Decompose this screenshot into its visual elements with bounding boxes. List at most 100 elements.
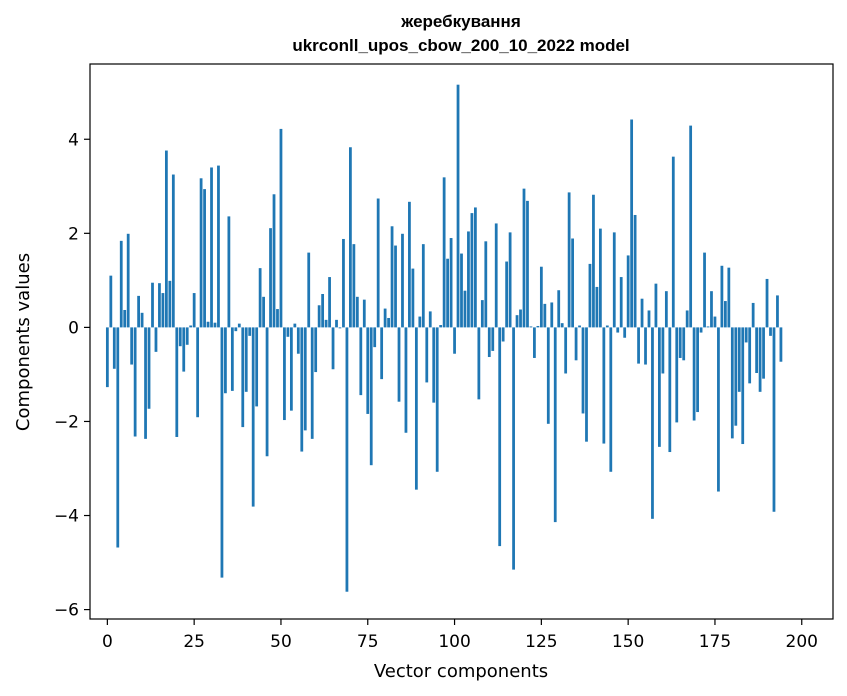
bars-group xyxy=(105,84,783,592)
bar-91 xyxy=(421,244,425,328)
bar-184 xyxy=(744,327,748,343)
bar-177 xyxy=(720,265,724,328)
x-tick-label: 150 xyxy=(612,632,644,652)
bar-149 xyxy=(623,327,627,338)
bar-34 xyxy=(224,327,227,394)
bar-120 xyxy=(522,188,526,328)
bar-138 xyxy=(585,327,588,442)
bar-142 xyxy=(598,228,602,328)
bar-97 xyxy=(442,177,446,328)
bar-86 xyxy=(404,327,408,433)
bar-96 xyxy=(439,325,443,328)
bar-127 xyxy=(546,327,550,424)
bar-50 xyxy=(279,128,283,328)
bar-186 xyxy=(751,302,755,328)
bar-61 xyxy=(317,305,321,328)
bar-42 xyxy=(251,327,255,507)
bar-141 xyxy=(595,286,599,328)
bar-70 xyxy=(349,147,352,328)
bar-193 xyxy=(776,295,779,328)
bar-179 xyxy=(727,267,731,328)
bar-99 xyxy=(449,238,453,328)
bar-163 xyxy=(671,156,675,328)
bar-3 xyxy=(116,327,120,548)
y-axis-ticks: −6 −4 −2 0 2 4 xyxy=(54,130,90,621)
bar-117 xyxy=(512,327,515,570)
bar-76 xyxy=(369,327,373,466)
bar-104 xyxy=(467,231,470,328)
x-tick-label: 100 xyxy=(438,632,470,652)
bar-28 xyxy=(203,189,206,328)
bar-6 xyxy=(126,233,130,328)
bar-60 xyxy=(314,327,318,373)
bar-2 xyxy=(112,327,116,369)
bar-93 xyxy=(428,311,432,328)
bar-82 xyxy=(390,226,394,328)
bar-140 xyxy=(592,194,595,328)
x-tick-label: 0 xyxy=(102,632,113,652)
bar-128 xyxy=(550,302,554,328)
bar-74 xyxy=(362,299,366,328)
bar-114 xyxy=(501,327,505,342)
bar-162 xyxy=(668,327,672,453)
bar-188 xyxy=(758,327,762,392)
y-tick-label: 4 xyxy=(68,130,79,150)
bar-11 xyxy=(144,327,147,439)
bar-125 xyxy=(539,266,543,328)
bar-53 xyxy=(289,327,293,411)
bar-45 xyxy=(262,296,265,328)
bar-84 xyxy=(397,327,401,402)
bar-69 xyxy=(345,327,349,592)
bar-85 xyxy=(401,233,404,328)
bar-51 xyxy=(283,327,286,421)
bar-0 xyxy=(105,327,109,388)
chart-subtitle: ukrconll_upos_cbow_200_10_2022 model xyxy=(292,36,629,55)
bar-27 xyxy=(199,178,203,328)
x-tick-label: 175 xyxy=(699,632,731,652)
bar-87 xyxy=(408,201,411,328)
bar-67 xyxy=(338,327,342,329)
bar-16 xyxy=(161,293,165,328)
bar-103 xyxy=(463,290,467,328)
bar-90 xyxy=(418,316,422,328)
bar-168 xyxy=(689,125,693,328)
bar-73 xyxy=(359,327,363,396)
bar-101 xyxy=(456,84,460,328)
plot-frame xyxy=(89,63,834,620)
bar-65 xyxy=(331,327,335,370)
x-tick-label: 125 xyxy=(525,632,557,652)
bar-64 xyxy=(328,277,331,328)
bar-187 xyxy=(755,327,759,374)
bar-115 xyxy=(505,261,509,328)
bar-48 xyxy=(272,194,276,328)
bar-23 xyxy=(185,327,189,345)
bar-152 xyxy=(633,214,637,328)
chart-title: жеребкування xyxy=(400,12,521,31)
bar-145 xyxy=(609,327,613,472)
bar-19 xyxy=(171,174,175,328)
bar-105 xyxy=(470,213,474,328)
bar-72 xyxy=(355,296,359,328)
bar-22 xyxy=(182,327,186,372)
bar-147 xyxy=(616,327,620,333)
y-tick-label: −6 xyxy=(54,601,79,621)
bar-80 xyxy=(383,308,387,328)
bar-32 xyxy=(217,165,220,328)
bar-111 xyxy=(491,327,495,351)
y-tick-label: 2 xyxy=(68,224,79,244)
bar-78 xyxy=(376,198,380,328)
y-axis-label: Components values xyxy=(13,253,34,431)
bar-12 xyxy=(147,327,151,409)
bar-37 xyxy=(234,327,238,332)
bar-135 xyxy=(574,327,578,361)
bar-79 xyxy=(380,327,384,380)
bar-71 xyxy=(352,244,356,328)
bar-167 xyxy=(685,310,689,328)
bar-1 xyxy=(109,275,113,328)
bar-148 xyxy=(619,277,623,328)
bar-194 xyxy=(779,327,783,362)
bar-81 xyxy=(387,317,390,328)
bar-4 xyxy=(119,240,123,328)
bar-131 xyxy=(560,323,564,328)
